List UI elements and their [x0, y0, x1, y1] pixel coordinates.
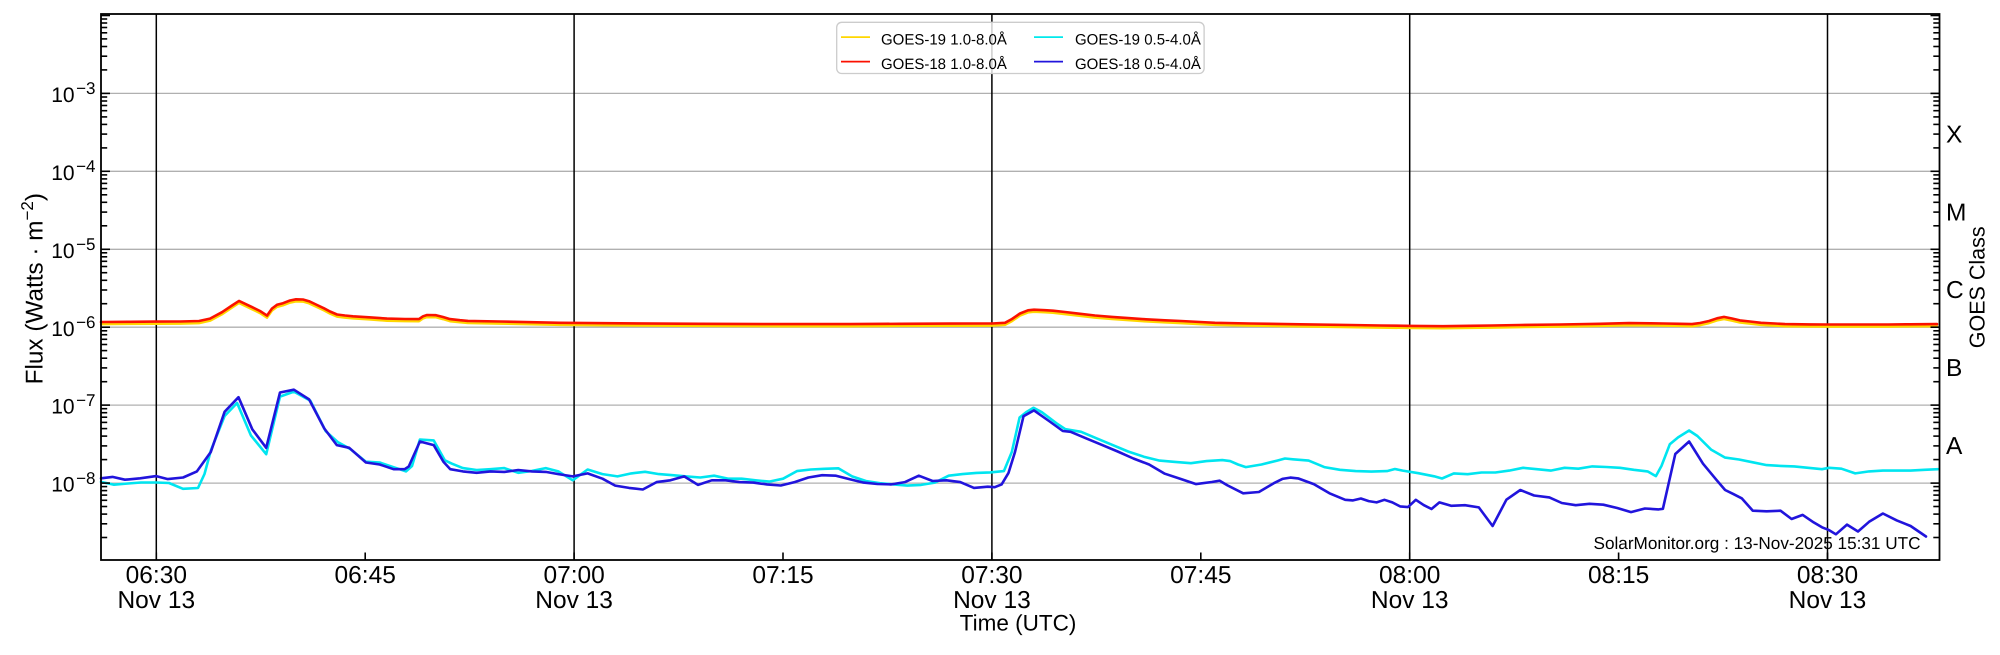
svg-text:Nov 13: Nov 13	[535, 587, 613, 614]
svg-text:Nov 13: Nov 13	[1789, 587, 1867, 614]
svg-text:Time (UTC): Time (UTC)	[960, 611, 1077, 636]
svg-text:08:00: 08:00	[1379, 562, 1440, 589]
svg-text:06:30: 06:30	[126, 562, 187, 589]
svg-text:10−4: 10−4	[51, 157, 95, 185]
svg-text:08:30: 08:30	[1797, 562, 1858, 589]
svg-text:07:15: 07:15	[752, 562, 813, 589]
svg-text:GOES Class: GOES Class	[1966, 226, 1990, 348]
svg-text:Nov 13: Nov 13	[1371, 587, 1449, 614]
svg-text:07:45: 07:45	[1170, 562, 1231, 589]
svg-text:B: B	[1946, 355, 1962, 382]
svg-text:10−7: 10−7	[51, 391, 95, 419]
svg-text:07:00: 07:00	[543, 562, 604, 589]
svg-text:M: M	[1946, 199, 1966, 226]
svg-text:Flux (Watts · m−2): Flux (Watts · m−2)	[18, 193, 49, 384]
svg-text:GOES-19 1.0-8.0Å: GOES-19 1.0-8.0Å	[881, 30, 1007, 48]
svg-text:X: X	[1946, 121, 1962, 148]
svg-text:Nov 13: Nov 13	[953, 587, 1031, 614]
svg-text:C: C	[1946, 277, 1964, 304]
svg-text:08:15: 08:15	[1588, 562, 1649, 589]
svg-text:GOES-19 0.5-4.0Å: GOES-19 0.5-4.0Å	[1075, 30, 1201, 48]
svg-text:SolarMonitor.org : 13-Nov-2025: SolarMonitor.org : 13-Nov-2025 15:31 UTC	[1594, 533, 1921, 553]
svg-text:GOES-18 0.5-4.0Å: GOES-18 0.5-4.0Å	[1075, 55, 1201, 73]
svg-text:07:30: 07:30	[961, 562, 1022, 589]
svg-text:Nov 13: Nov 13	[117, 587, 195, 614]
svg-text:A: A	[1946, 433, 1963, 460]
svg-text:06:45: 06:45	[335, 562, 396, 589]
svg-text:GOES-18 1.0-8.0Å: GOES-18 1.0-8.0Å	[881, 55, 1007, 73]
